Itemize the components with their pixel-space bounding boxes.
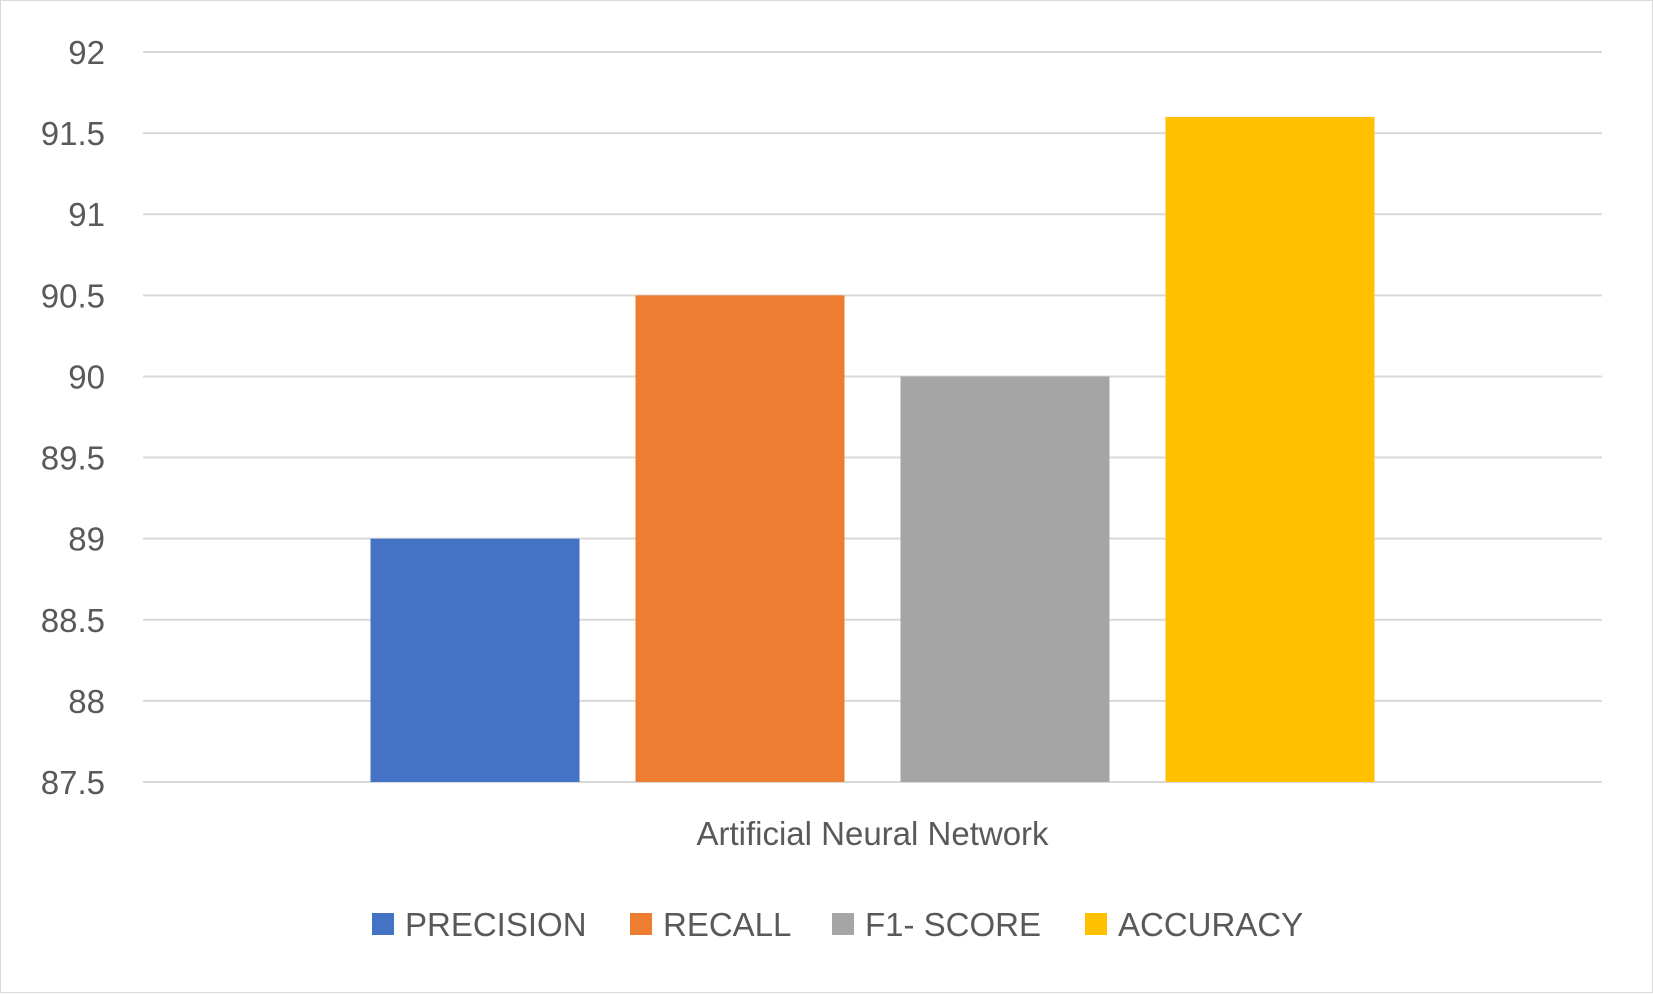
legend-label: PRECISION <box>405 906 587 943</box>
bar-f1-score <box>900 376 1110 782</box>
legend-swatch <box>630 913 652 935</box>
gridlines <box>143 51 1602 783</box>
y-tick-label: 90.5 <box>41 277 105 314</box>
y-tick-label: 89 <box>68 521 105 558</box>
x-category-label: Artificial Neural Network <box>696 815 1049 852</box>
bar-accuracy <box>1165 116 1375 782</box>
legend-swatch <box>372 913 394 935</box>
x-axis-categories: Artificial Neural Network <box>696 815 1049 852</box>
y-tick-label: 91.5 <box>41 115 105 152</box>
y-tick-label: 90 <box>68 358 105 395</box>
y-tick-label: 89.5 <box>41 440 105 477</box>
y-axis-ticks: 87.5 88 88.5 89 89.5 90 90.5 91 91.5 92 <box>41 34 105 801</box>
legend-label: ACCURACY <box>1118 906 1303 943</box>
bar-precision <box>370 538 580 782</box>
bars <box>370 116 1375 782</box>
legend-label: F1- SCORE <box>865 906 1041 943</box>
legend-label: RECALL <box>663 906 791 943</box>
legend-swatch <box>1085 913 1107 935</box>
bar-recall <box>635 295 845 782</box>
legend-item: PRECISION <box>372 906 587 943</box>
legend-item: RECALL <box>630 906 791 943</box>
y-tick-label: 91 <box>68 196 105 233</box>
y-tick-label: 87.5 <box>41 764 105 801</box>
y-tick-label: 88.5 <box>41 602 105 639</box>
legend: PRECISION RECALL F1- SCORE ACCURACY <box>372 906 1303 943</box>
legend-swatch <box>832 913 854 935</box>
legend-item: F1- SCORE <box>832 906 1041 943</box>
legend-item: ACCURACY <box>1085 906 1303 943</box>
y-tick-label: 88 <box>68 683 105 720</box>
y-tick-label: 92 <box>68 34 105 71</box>
